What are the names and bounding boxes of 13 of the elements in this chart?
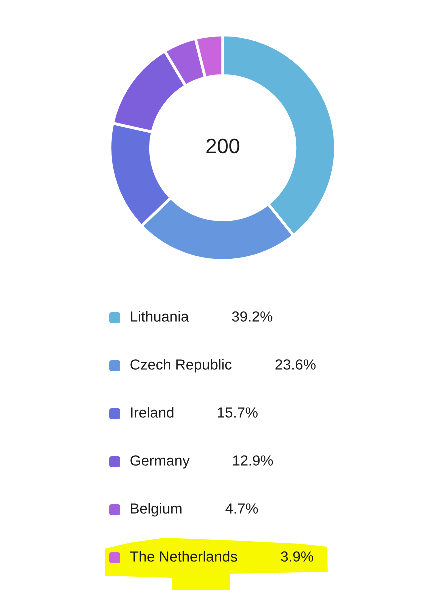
legend-label: Lithuania [131, 311, 190, 322]
data-label: 39.2% [232, 312, 273, 322]
legend-label: Czech Republic [130, 359, 232, 373]
data-label: 15.7% [218, 408, 258, 418]
text: 200 [206, 138, 240, 154]
legend-label: Germany [130, 456, 190, 469]
data-label: 12.9% [233, 456, 274, 466]
legend-label: Ireland [131, 407, 174, 418]
data-label: 3.9% [281, 552, 314, 562]
legend-label: Belgium [131, 503, 182, 517]
legend-label: The Netherlands [130, 551, 238, 562]
data-label: 4.7% [226, 504, 258, 514]
data-label: 23.6% [276, 360, 316, 370]
